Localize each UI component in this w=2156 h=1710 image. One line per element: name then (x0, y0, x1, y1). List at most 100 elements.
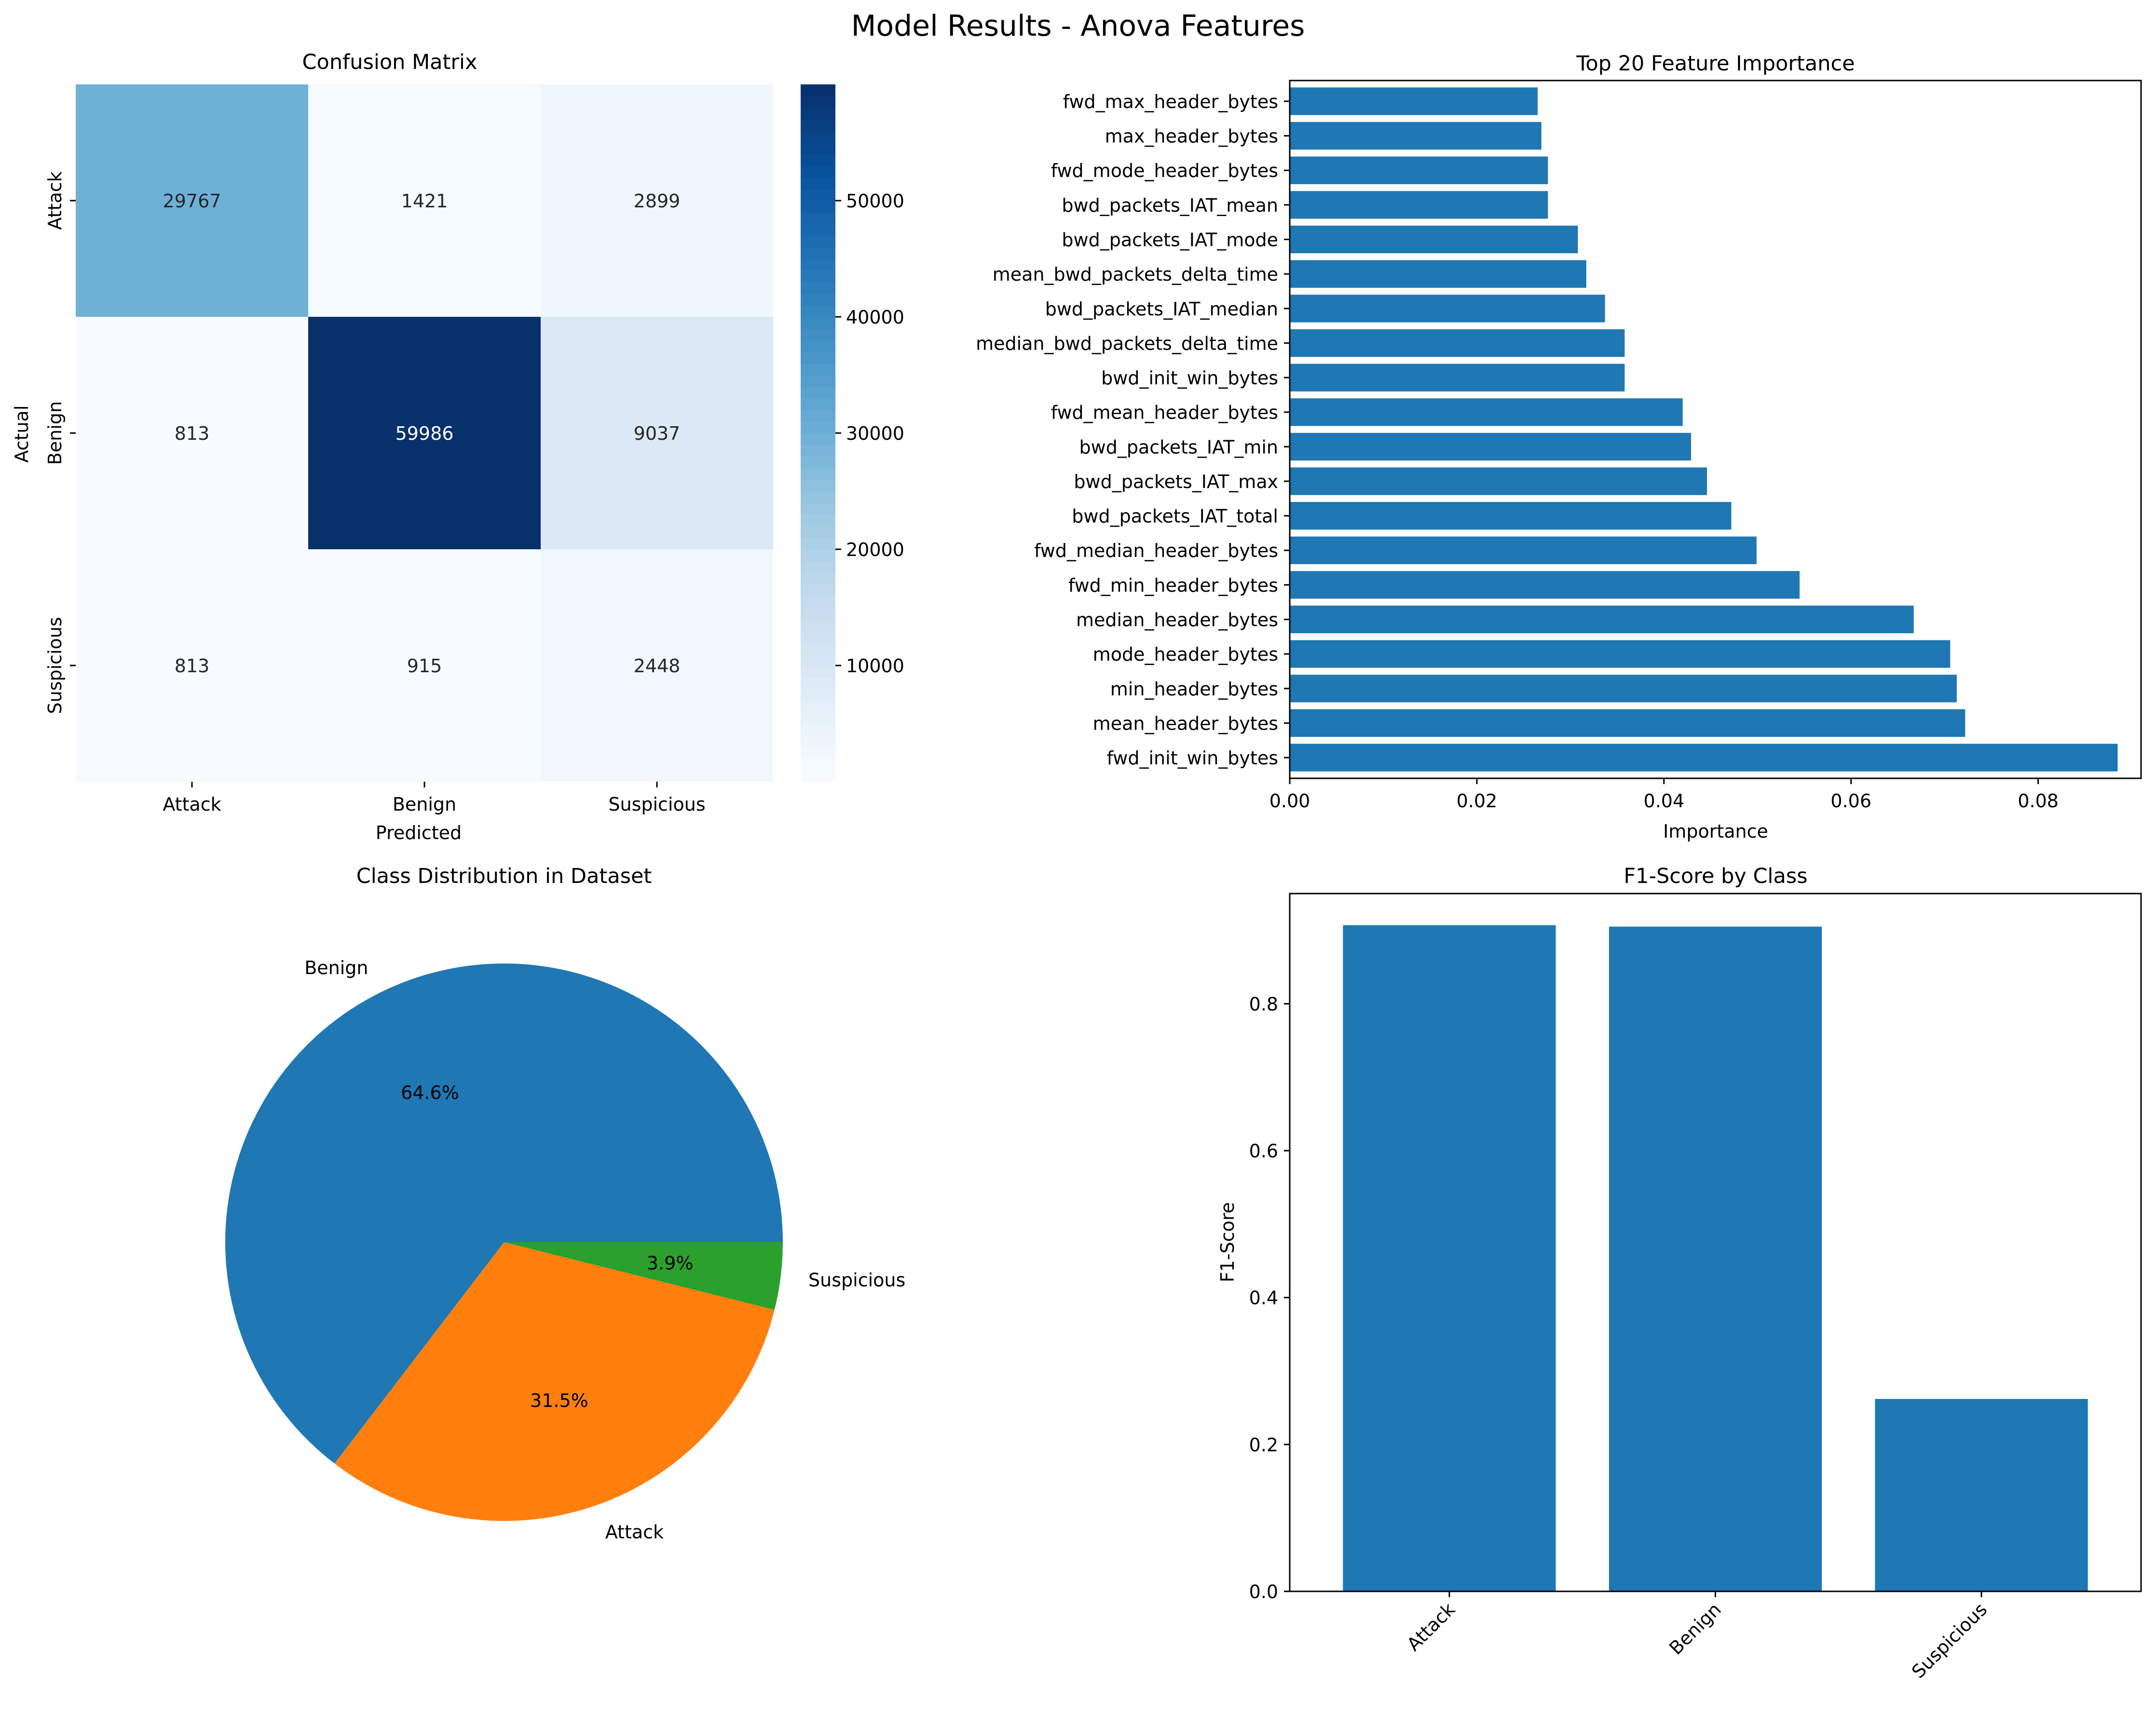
x-tick-label: Attack (163, 794, 221, 815)
pie-percent-label: 3.9% (647, 1252, 694, 1274)
colorbar-segment (801, 491, 835, 503)
colorbar-segment (801, 770, 835, 782)
f1-score-panel: F1-Score by Class Attack Benign Suspicious… (1217, 864, 2142, 1683)
colorbar-segment (801, 619, 835, 631)
colorbar-tick-label: 40000 (846, 307, 904, 328)
confusion-matrix-xlabel: Predicted (376, 822, 462, 843)
colorbar-segment (801, 212, 835, 225)
x-tick-label: 0.00 (1269, 790, 1310, 812)
feature-importance-panel: Top 20 Feature Importance fwd_init_win_b… (976, 52, 2142, 842)
colorbar-segment (801, 433, 835, 446)
colorbar-segment (801, 282, 835, 294)
feature-name-label: mean_bwd_packets_delta_time (993, 264, 1278, 285)
feature-importance-bar (1290, 122, 1542, 150)
colorbar-segment (801, 561, 835, 573)
colorbar-segment (801, 305, 835, 317)
feature-name-label: fwd_max_header_bytes (1063, 91, 1278, 112)
colorbar-segment (801, 607, 835, 620)
colorbar-segment (801, 108, 835, 120)
colorbar-segment (801, 247, 835, 259)
heatmap-cells: 29767 1421 2899 813 59986 9037 813 915 2448 (76, 84, 773, 782)
class-distribution-title: Class Distribution in Dataset (356, 864, 652, 888)
feature-importance-bar (1290, 295, 1605, 323)
colorbar-segment (801, 712, 835, 724)
feature-name-label: max_header_bytes (1105, 126, 1278, 147)
feature-importance-bar (1290, 433, 1692, 461)
heatmap-cell-value: 1421 (401, 190, 448, 212)
pie-percent-label: 31.5% (530, 1390, 588, 1411)
colorbar-segment (801, 293, 835, 306)
heatmap-cell-value: 9037 (634, 423, 681, 444)
f1-score-ylabel: F1-Score (1217, 1202, 1238, 1282)
x-tick-label: 0.04 (1644, 790, 1685, 812)
confusion-matrix-panel: Confusion Matrix 29767 1421 2899 813 59986 90… (11, 50, 904, 843)
feature-name-label: fwd_mode_header_bytes (1051, 160, 1278, 181)
y-tick-label: Suspicious (44, 617, 66, 714)
f1-score-axes-frame (1289, 893, 2142, 1592)
feature-name-label: fwd_init_win_bytes (1107, 747, 1278, 769)
colorbar-segment (801, 224, 835, 236)
feature-importance-bar (1290, 225, 1578, 254)
x-tick-label: Suspicious (608, 794, 705, 815)
colorbar-tick-label: 10000 (846, 655, 904, 677)
y-tick-label: Benign (44, 401, 66, 465)
colorbar-segment (801, 572, 835, 585)
colorbar-segment (801, 201, 835, 213)
colorbar-segment (801, 584, 835, 597)
colorbar-segment (801, 189, 835, 201)
colorbar-segment (801, 375, 835, 387)
x-tick-label: 0.02 (1457, 790, 1498, 812)
feature-importance-bar (1290, 87, 1538, 115)
colorbar-segment (801, 630, 835, 643)
y-tick-label: 0.6 (1249, 1140, 1278, 1162)
colorbar-tick-label: 50000 (846, 190, 904, 212)
feature-importance-axes-frame (1289, 80, 2142, 779)
colorbar-segment (801, 270, 835, 283)
heatmap-cell (308, 84, 541, 317)
colorbar-segment (801, 596, 835, 608)
feature-name-label: bwd_packets_IAT_mean (1062, 195, 1278, 216)
colorbar-segment (801, 421, 835, 434)
class-distribution-panel: Class Distribution in Dataset Benign 64.6… (225, 864, 905, 1543)
y-tick-label: 0.4 (1249, 1288, 1278, 1309)
colorbar-segment (801, 456, 835, 469)
colorbar-segment (801, 328, 835, 341)
feature-importance-bar (1290, 709, 1965, 737)
feature-importance-xlabel: Importance (1663, 821, 1768, 842)
pie-slices (225, 963, 783, 1521)
feature-name-label: bwd_packets_IAT_min (1079, 436, 1278, 458)
feature-importance-bar (1290, 502, 1732, 530)
colorbar-segment (801, 746, 835, 759)
feature-name-label: mode_header_bytes (1093, 644, 1278, 665)
heatmap-cell (541, 84, 773, 317)
colorbar-segment (801, 409, 835, 422)
feature-importance-bar (1290, 191, 1548, 219)
feature-importance-title: Top 20 Feature Importance (1576, 52, 1855, 76)
x-tick-label: Suspicious (1908, 1599, 1991, 1682)
feature-name-label: fwd_mean_header_bytes (1051, 402, 1278, 423)
colorbar-segment (801, 723, 835, 736)
colorbar-segment (801, 131, 835, 143)
colorbar-segment (801, 735, 835, 747)
pie-percent-label: 64.6% (401, 1082, 459, 1103)
colorbar-segment (801, 84, 835, 97)
colorbar-segment (801, 665, 835, 678)
colorbar-segment (801, 445, 835, 457)
y-tick-label: Attack (44, 171, 66, 230)
heatmap-ticks: Attack Benign Suspicious Attack Benign Suspic… (44, 171, 706, 815)
colorbar-segment (801, 526, 835, 538)
feature-importance-bars (1290, 87, 2118, 772)
colorbar-segment (801, 96, 835, 109)
colorbar-segment (801, 549, 835, 562)
colorbar-segment (801, 758, 835, 771)
heatmap-cell (541, 549, 773, 782)
pie-slice-label: Suspicious (808, 1270, 905, 1291)
feature-name-label: bwd_init_win_bytes (1101, 367, 1278, 389)
f1-score-bar (1343, 925, 1556, 1591)
feature-importance-bar (1290, 536, 1757, 564)
colorbar-segment (801, 689, 835, 701)
colorbar-segment (801, 537, 835, 550)
f1-score-bar (1609, 926, 1822, 1591)
x-tick-label: Benign (393, 794, 456, 815)
